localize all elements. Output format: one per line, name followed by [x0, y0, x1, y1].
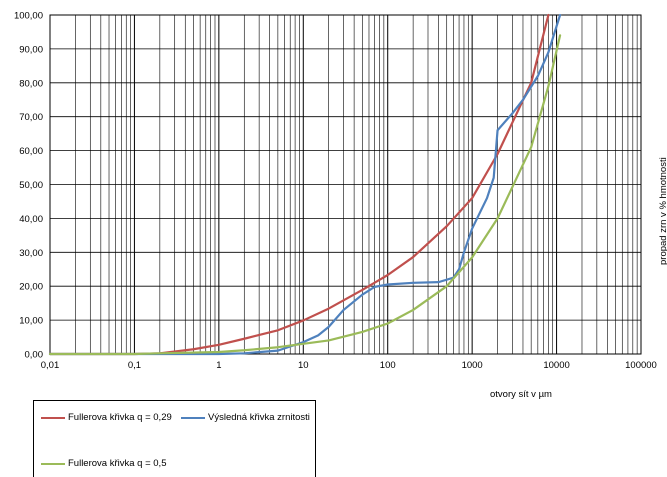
y-tick-labels: 0,00 10,00 20,00 30,00 40,00 50,00 60,00 70,00 8… — [14, 11, 43, 361]
legend: Fullerova křivka q = 0,29 Výsledná křivk… — [33, 400, 316, 477]
legend-item-vysledna: Výsledná křivka zrnitosti — [181, 412, 310, 423]
x-tick-label: 10 — [298, 360, 309, 371]
y-tick-label: 40,00 — [19, 214, 43, 225]
legend-label: Fullerova křivka q = 0,29 — [68, 412, 172, 423]
series-line-1 — [48, 13, 550, 356]
x-tick-label: 100 — [380, 360, 396, 371]
x-tick-label: 10000 — [543, 360, 569, 371]
x-tick-label: 100000 — [625, 360, 657, 371]
y-tick-label: 10,00 — [19, 316, 43, 327]
y-tick-label: 60,00 — [19, 146, 43, 157]
series-lines — [48, 13, 562, 356]
y-tick-label: 0,00 — [25, 350, 44, 361]
x-tick-label: 0,1 — [128, 360, 141, 371]
y-tick-label: 90,00 — [19, 44, 43, 55]
y-tick-label: 20,00 — [19, 282, 43, 293]
legend-label: Výsledná křivka zrnitosti — [208, 412, 310, 423]
y-axis-label: propad zrn v % hmotnosti — [658, 157, 667, 265]
legend-label: Fullerova křivka q = 0,5 — [68, 458, 167, 469]
x-axis-label: otvory sít v µm — [490, 389, 552, 400]
grid — [49, 14, 642, 355]
series-line-2 — [48, 13, 562, 356]
legend-swatch-fuller-05 — [41, 462, 65, 465]
legend-swatch-vysledna — [181, 416, 205, 419]
x-tick-label: 1000 — [462, 360, 483, 371]
y-tick-label: 80,00 — [19, 78, 43, 89]
x-tick-label: 0,01 — [41, 360, 60, 371]
x-tick-labels: 0,01 0,1 1 10 100 1000 10000 100000 — [41, 360, 657, 371]
legend-item-fuller-029: Fullerova křivka q = 0,29 — [41, 412, 172, 423]
legend-swatch-fuller-029 — [41, 416, 65, 419]
y-tick-label: 100,00 — [14, 11, 43, 22]
y-tick-label: 50,00 — [19, 180, 43, 191]
x-tick-label: 1 — [216, 360, 221, 371]
y-tick-label: 30,00 — [19, 248, 43, 259]
series-line-3 — [48, 34, 562, 356]
legend-item-fuller-05: Fullerova křivka q = 0,5 — [41, 458, 166, 469]
y-tick-label: 70,00 — [19, 112, 43, 123]
